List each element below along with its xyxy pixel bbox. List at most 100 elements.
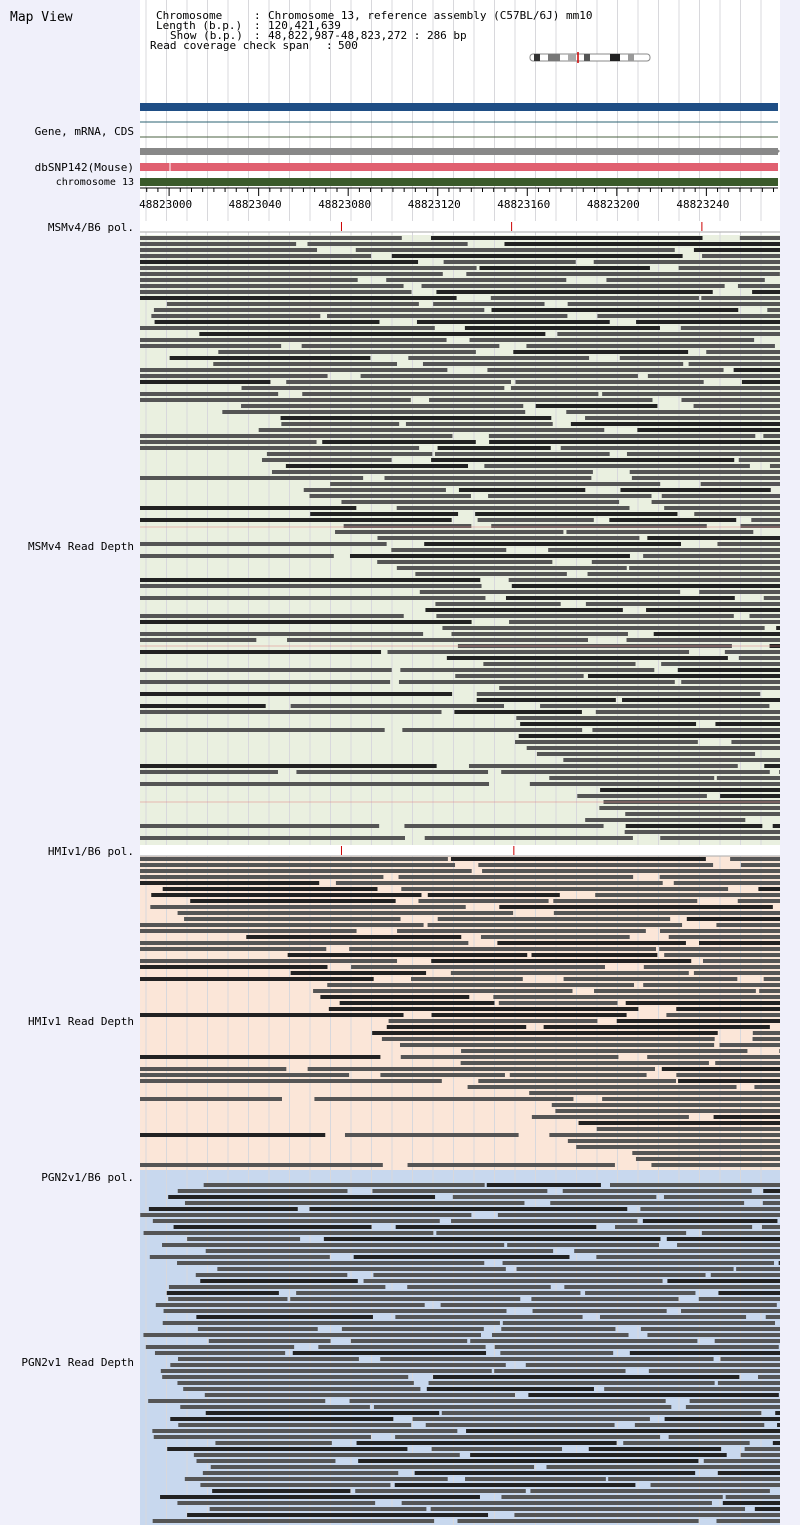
msm-read xyxy=(327,314,568,318)
msm-read xyxy=(740,524,800,528)
hmi-read xyxy=(678,1079,800,1083)
pgn-read xyxy=(356,1441,617,1445)
pgn-read xyxy=(178,1423,412,1427)
pgn-read xyxy=(677,1243,800,1247)
hmi-read xyxy=(549,1133,800,1137)
hmi-read xyxy=(427,893,560,897)
msm-read xyxy=(715,722,800,726)
pgn-read xyxy=(574,1249,800,1253)
ruler-tick-label: 48823120 xyxy=(407,198,461,211)
msm-read xyxy=(140,632,424,636)
hmi-read xyxy=(314,1097,574,1101)
msm-read xyxy=(140,254,372,258)
hmi-read xyxy=(737,899,800,903)
msm-read xyxy=(647,374,800,378)
gene-bar-arrow xyxy=(140,103,146,111)
pgn-read xyxy=(758,1375,800,1379)
msm-read xyxy=(140,368,448,372)
pgn-read xyxy=(153,1435,371,1439)
coverage-label: Read coverage check span xyxy=(150,39,309,52)
pgn-read xyxy=(217,1267,506,1271)
msm-read xyxy=(218,350,476,354)
pgn-read xyxy=(714,1339,800,1343)
hmi-read xyxy=(478,863,714,867)
pgn-read xyxy=(500,1351,614,1355)
msm-read xyxy=(510,386,800,390)
msm-read xyxy=(587,572,800,576)
hmi-read xyxy=(140,1067,287,1071)
hmi-read xyxy=(659,929,800,933)
hmi-read xyxy=(372,1031,718,1035)
msm-read xyxy=(716,776,800,780)
msm-read xyxy=(706,350,800,354)
msm-read xyxy=(140,704,266,708)
hmi-read xyxy=(754,1085,800,1089)
chromosome-ideogram[interactable] xyxy=(528,52,652,64)
msm-read xyxy=(451,632,628,636)
hmi-read xyxy=(661,1067,800,1071)
ruler-tick-label: 48823040 xyxy=(228,198,282,211)
pgn-read xyxy=(436,1231,687,1235)
hmi-read xyxy=(758,887,800,891)
hmi-read xyxy=(320,995,470,999)
hmi-read xyxy=(480,935,630,939)
msm-read xyxy=(431,458,735,462)
pgn-read xyxy=(154,1351,286,1355)
msm-read xyxy=(625,812,781,816)
pgn-read xyxy=(202,1471,399,1475)
msm-read xyxy=(469,338,755,342)
pgn-read xyxy=(425,1423,615,1427)
hmi-read xyxy=(673,881,785,885)
app-title: Map View xyxy=(10,10,73,25)
pgn-read xyxy=(163,1309,507,1313)
ruler-tick-label: 48823000 xyxy=(139,198,193,211)
hmi-read xyxy=(531,953,658,957)
msm-read xyxy=(629,566,800,570)
msm-read xyxy=(140,680,391,684)
hmi-read xyxy=(339,1001,495,1005)
msm-read xyxy=(384,476,592,480)
hmi-read xyxy=(327,983,635,987)
hmi-read xyxy=(398,875,634,879)
pgn-read xyxy=(428,1381,715,1385)
msm-read xyxy=(140,290,412,294)
msm-read xyxy=(549,776,715,780)
hmi-read xyxy=(578,1121,800,1125)
msm-read xyxy=(140,620,472,624)
hmi-read xyxy=(699,941,800,945)
msm-read xyxy=(386,278,567,282)
pgn-read xyxy=(407,1285,551,1289)
msm-read xyxy=(391,548,507,552)
msm-read xyxy=(570,422,788,426)
hmi-read xyxy=(431,1013,627,1017)
msm-read xyxy=(738,458,800,462)
msm-read xyxy=(508,578,800,582)
hmi-read xyxy=(140,1133,326,1137)
msm-read xyxy=(296,770,489,774)
hmi-read xyxy=(313,989,573,993)
msm-read xyxy=(443,260,576,264)
msm-read xyxy=(140,554,334,558)
gene-gray-arrow xyxy=(776,148,780,155)
msm-read xyxy=(677,668,800,672)
msm-read xyxy=(563,758,800,762)
pgn-read xyxy=(149,1255,330,1259)
pgn-read xyxy=(507,1243,659,1247)
msm-read xyxy=(303,488,446,492)
pgn-read xyxy=(452,1195,657,1199)
msm-read xyxy=(566,410,800,414)
hmi-read xyxy=(659,947,800,951)
hmi-read xyxy=(602,1097,800,1101)
hmi-read xyxy=(431,959,692,963)
hmi-read xyxy=(596,1127,793,1131)
msm-read xyxy=(636,320,800,324)
msm-read xyxy=(637,428,800,432)
pgn-read xyxy=(710,1273,800,1277)
msm-read xyxy=(688,362,800,366)
msm-read xyxy=(377,560,553,564)
msm-read xyxy=(619,356,800,360)
msm-read xyxy=(199,332,546,336)
pgn-read xyxy=(180,1405,370,1409)
pgn-read xyxy=(380,1357,714,1361)
msm-read xyxy=(287,638,588,642)
